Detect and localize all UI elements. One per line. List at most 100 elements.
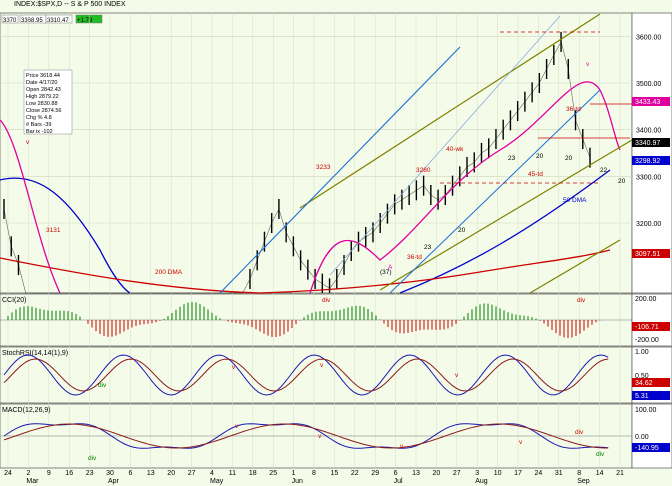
price-axis-label: 3600.00 — [636, 34, 661, 41]
price-tag-label: 3340.97 — [635, 140, 660, 147]
price-annotation: 36-td — [566, 106, 581, 113]
month-label: Mar — [26, 478, 39, 485]
stoch-value-tag — [632, 391, 670, 400]
x-tick-label: 3 — [475, 470, 479, 477]
cci-value-tag — [632, 322, 670, 331]
x-tick-label: 24 — [535, 470, 543, 477]
price-annotation: 20 — [618, 178, 626, 185]
x-tick-label: 20 — [167, 470, 175, 477]
price-annotation: A — [388, 264, 393, 271]
price-tag — [632, 138, 670, 147]
x-tick-label: 23 — [86, 470, 94, 477]
quote-box — [1, 14, 19, 24]
price-annotation: 3233 — [316, 164, 331, 171]
x-tick-label: 6 — [128, 470, 132, 477]
x-tick-label: 27 — [453, 470, 461, 477]
chart-title: INDEX:$SPX,D -- S & P 500 INDEX — [14, 1, 126, 8]
stoch-rsi-line — [3, 354, 609, 396]
stoch-axis-label: 1.00 — [635, 349, 649, 356]
x-tick-label: 1 — [292, 470, 296, 477]
macd-value-tag — [632, 443, 670, 452]
channel-upper-line — [299, 13, 601, 209]
x-tick-label: 29 — [371, 470, 379, 477]
price-line — [3, 41, 591, 294]
cci-annotation: div — [577, 297, 586, 304]
stoch-axis-label: 34.62 — [635, 380, 653, 387]
info-box-line: High 2879.22 — [26, 94, 59, 100]
macd-annotation: div — [88, 455, 97, 462]
info-box-line: Open 2842.43 — [26, 87, 61, 93]
stoch-axis-label: 0.50 — [635, 373, 649, 380]
cci-annotation: div — [322, 297, 331, 304]
x-tick-label: 31 — [555, 470, 563, 477]
macd-annotation: v — [400, 443, 404, 450]
x-tick-label: 8 — [312, 470, 316, 477]
channel-lower-line — [529, 239, 621, 294]
stoch-axis-label: 5.31 — [635, 393, 649, 400]
price-annotation: 22 — [600, 167, 608, 174]
x-tick-label: 18 — [249, 470, 257, 477]
sma-50-line — [399, 169, 611, 294]
info-box-line: Date 4/17/20 — [26, 80, 58, 86]
info-box-line: # Bars -39 — [26, 122, 51, 128]
macd-axis-label: -140.95 — [635, 445, 659, 452]
x-tick-label: 6 — [394, 470, 398, 477]
info-box-line: Chg % 4.8 — [26, 115, 52, 121]
stoch-panel-frame — [0, 346, 633, 404]
month-label: May — [210, 478, 224, 485]
x-tick-label: 24 — [4, 470, 12, 477]
price-annotation: 20 — [458, 227, 466, 234]
info-box-line: Price 3618.44 — [26, 73, 60, 79]
price-axis-label: 3500.00 — [636, 81, 661, 88]
quote-value: 3370 — [3, 18, 17, 24]
month-label: Jun — [292, 478, 303, 485]
price-annotation: 200 DMA — [155, 269, 183, 276]
stoch-value-tag — [632, 378, 670, 387]
quote-value: 3368.95 — [21, 18, 43, 24]
channel-lower-line — [379, 139, 633, 291]
quote-value: 3310.47 — [47, 18, 69, 24]
price-annotation: 20 — [565, 155, 573, 162]
month-label: Sep — [577, 478, 590, 485]
month-label: Aug — [475, 478, 488, 485]
info-box-line: Close 2874.56 — [26, 108, 61, 114]
x-tick-label: 15 — [331, 470, 339, 477]
price-tag-label: 3298.92 — [635, 158, 660, 165]
macd-annotation: v — [318, 433, 322, 440]
macd-axis-area — [631, 403, 672, 469]
macd-annotation: v — [519, 439, 523, 446]
price-annotation: (37) — [380, 269, 392, 276]
price-axis-area — [631, 12, 672, 294]
x-tick-label: 2 — [26, 470, 30, 477]
x-tick-label: 22 — [351, 470, 359, 477]
price-annotation: 23 — [424, 244, 432, 251]
price-tag — [632, 97, 670, 106]
x-tick-label: 13 — [147, 470, 155, 477]
price-annotation: v — [26, 139, 30, 146]
x-tick-label: 21 — [616, 470, 624, 477]
price-tag — [632, 156, 670, 165]
trend-line-blue — [219, 46, 461, 294]
cci-axis-label: -200.00 — [635, 337, 659, 344]
price-tag-label: 3433.43 — [635, 99, 660, 106]
month-label: Jul — [394, 478, 403, 485]
quote-value: +1.79 — [77, 18, 93, 24]
macd-title: MACD(12,26,9) — [2, 407, 51, 414]
price-axis-label: 3400.00 — [636, 128, 661, 135]
price-panel-frame — [0, 12, 633, 294]
stoch-annotation: div — [98, 382, 107, 389]
price-tag — [632, 249, 670, 258]
price-annotation: 40-wk — [446, 146, 464, 153]
quote-box — [45, 14, 73, 24]
macd-axis-label: 0.00 — [635, 434, 649, 441]
x-tick-label: 9 — [47, 470, 51, 477]
info-box-line: Bar ix -102 — [26, 129, 53, 135]
x-tick-label: 30 — [106, 470, 114, 477]
x-tick-label: 11 — [229, 470, 236, 477]
x-tick-label: 14 — [596, 470, 604, 477]
price-annotation: 45-td — [528, 171, 543, 178]
price-annotation: 36-td — [407, 254, 422, 261]
macd-annotation: v — [235, 423, 239, 430]
x-tick-label: 25 — [269, 470, 277, 477]
